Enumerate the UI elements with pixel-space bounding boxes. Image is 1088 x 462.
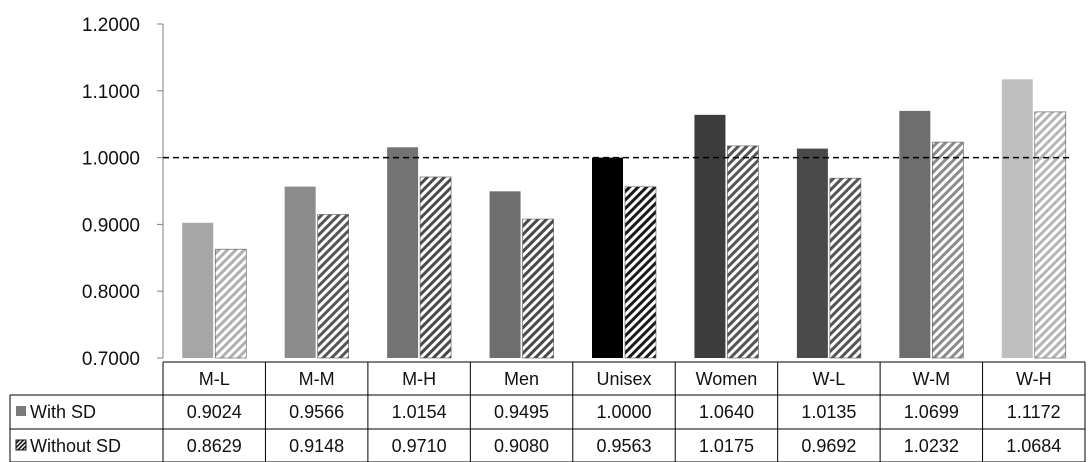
bar-without-sd <box>829 177 862 359</box>
data-label: 0.9495 <box>494 402 549 422</box>
data-label: 1.0684 <box>1006 436 1061 456</box>
data-label: 1.0000 <box>596 402 651 422</box>
y-tick-label: 1.0000 <box>82 149 140 170</box>
data-table: M-L M-M M-H Men Unisex Women W-L W-M W-H With SD 0… <box>9 361 1086 462</box>
data-label: 1.0232 <box>904 436 959 456</box>
bar-with-sd <box>694 114 726 359</box>
data-label: 0.9080 <box>494 436 549 456</box>
category-label: W-L <box>813 369 846 389</box>
data-label: 0.9692 <box>801 436 856 456</box>
category-label: Men <box>504 369 539 389</box>
series-name: With SD <box>30 402 96 422</box>
series-name: Without SD <box>30 436 121 456</box>
y-axis: 0.7000 0.8000 0.9000 1.0000 1.1000 1.2000 <box>82 15 164 370</box>
data-label: 0.9148 <box>289 436 344 456</box>
data-label: 0.9024 <box>187 402 242 422</box>
bar-with-sd <box>284 186 316 358</box>
bar-with-sd <box>489 191 521 358</box>
bar-with-sd <box>796 148 828 358</box>
bar-with-sd <box>899 110 931 358</box>
data-label: 0.9563 <box>596 436 651 456</box>
bar-with-sd <box>1001 79 1033 359</box>
bar-without-sd <box>317 214 349 359</box>
data-label: 1.0175 <box>699 436 754 456</box>
category-label: Women <box>696 369 758 389</box>
category-label: M-H <box>402 369 436 389</box>
data-label: 0.9710 <box>392 436 447 456</box>
category-label: M-L <box>199 369 230 389</box>
y-tick-label: 1.1000 <box>82 82 140 103</box>
bar-with-sd <box>387 147 419 358</box>
data-label: 0.9566 <box>289 402 344 422</box>
bars <box>182 79 1067 359</box>
bar-without-sd <box>624 186 657 359</box>
data-label: 1.0154 <box>392 402 447 422</box>
bar-without-sd <box>214 248 247 359</box>
bar-without-sd <box>419 176 452 359</box>
data-label: 1.0699 <box>904 402 959 422</box>
category-label: W-H <box>1016 369 1052 389</box>
data-label: 0.8629 <box>187 436 242 456</box>
y-tick-label: 0.8000 <box>82 282 140 303</box>
bar-without-sd <box>727 145 759 359</box>
bar-without-sd <box>522 218 554 359</box>
category-label: M-M <box>299 369 335 389</box>
bar-without-sd <box>1034 111 1067 359</box>
y-tick-label: 1.2000 <box>82 15 140 36</box>
legend-key-without-sd <box>15 439 27 451</box>
data-label: 1.0640 <box>699 402 754 422</box>
bar-with-sd <box>182 222 214 358</box>
bar-with-sd <box>592 157 623 358</box>
y-tick-label: 0.7000 <box>82 349 140 370</box>
category-label: W-M <box>913 369 951 389</box>
y-tick-label: 0.9000 <box>82 215 140 236</box>
bar-without-sd <box>932 141 964 359</box>
legend-key-with-sd <box>16 406 26 416</box>
data-label: 1.0135 <box>801 402 856 422</box>
data-label: 1.1172 <box>1007 402 1061 422</box>
category-label: Unisex <box>596 369 651 389</box>
